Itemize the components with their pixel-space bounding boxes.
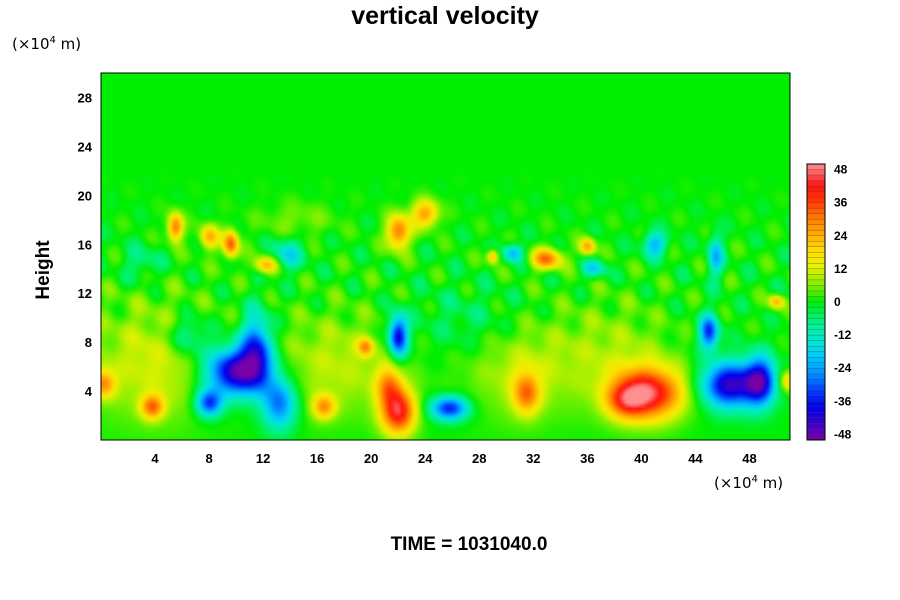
colorbar-segment [806, 346, 826, 353]
colorbar-segment [806, 163, 826, 170]
colorbar-segment [806, 235, 826, 242]
colorbar-segment [806, 301, 826, 308]
heatmap-image [101, 73, 790, 440]
colorbar-segment [806, 401, 826, 408]
x-tick-label: 36 [580, 451, 594, 466]
plot-frame [100, 72, 791, 441]
colorbar-segment [806, 417, 826, 424]
y-axis-unit: (×104 m) [12, 35, 81, 53]
colorbar-segment [806, 169, 826, 176]
colorbar-segment [806, 191, 826, 198]
colorbar-segment [806, 252, 826, 259]
colorbar-segment [806, 274, 826, 281]
x-tick-label: 40 [634, 451, 648, 466]
colorbar-tick-label: 0 [834, 295, 841, 309]
colorbar-tick-label: 36 [834, 196, 848, 210]
x-axis-unit: (×104 m) [714, 474, 783, 492]
colorbar-segment [806, 219, 826, 226]
colorbar-frame [806, 163, 826, 441]
x-axis-ticks: 4 8 12 16 20 24 28 32 36 40 44 48 [151, 451, 756, 466]
colorbar-segment [806, 285, 826, 292]
colorbar-segment [806, 318, 826, 325]
colorbar-segment [806, 208, 826, 215]
colorbar [806, 163, 826, 441]
colorbar-segment [806, 180, 826, 187]
y-axis-label: Height [33, 240, 54, 300]
colorbar-segment [806, 428, 826, 435]
colorbar-segment [806, 368, 826, 375]
colorbar-segment [806, 373, 826, 380]
colorbar-segment [806, 323, 826, 330]
colorbar-tick-label: -36 [834, 394, 852, 408]
y-tick-label: 28 [78, 90, 92, 105]
colorbar-ticks: 48 36 24 12 0 -12 -24 -36 -48 [834, 163, 852, 442]
colorbar-tick-label: -12 [834, 328, 852, 342]
colorbar-segment [806, 257, 826, 264]
x-tick-label: 12 [256, 451, 270, 466]
colorbar-segment [806, 329, 826, 336]
colorbar-segment [806, 423, 826, 430]
x-tick-label: 16 [310, 451, 324, 466]
colorbar-segment [806, 263, 826, 270]
x-tick-label: 28 [472, 451, 486, 466]
colorbar-segment [806, 412, 826, 419]
colorbar-segment [806, 202, 826, 209]
colorbar-segment [806, 268, 826, 275]
heatmap-field [101, 73, 790, 440]
chart-title: vertical velocity [351, 2, 539, 30]
colorbar-segment [806, 196, 826, 203]
colorbar-segment [806, 246, 826, 253]
colorbar-segment [806, 241, 826, 248]
x-tick-label: 4 [151, 451, 159, 466]
y-tick-label: 4 [85, 384, 93, 399]
colorbar-segment [806, 334, 826, 341]
colorbar-segment [806, 406, 826, 413]
y-tick-label: 24 [78, 139, 93, 154]
colorbar-segment [806, 174, 826, 181]
y-tick-label: 8 [85, 335, 92, 350]
colorbar-segment [806, 384, 826, 391]
y-tick-label: 20 [78, 188, 92, 203]
colorbar-tick-label: 48 [834, 163, 848, 177]
x-tick-label: 44 [688, 451, 703, 466]
colorbar-segment [806, 312, 826, 319]
colorbar-segment [806, 357, 826, 364]
colorbar-segment [806, 434, 826, 441]
colorbar-tick-label: -48 [834, 427, 852, 441]
colorbar-segment [806, 307, 826, 314]
y-tick-label: 12 [78, 286, 92, 301]
colorbar-segment [806, 351, 826, 358]
colorbar-tick-label: -24 [834, 361, 852, 375]
x-tick-label: 32 [526, 451, 540, 466]
colorbar-segment [806, 224, 826, 231]
x-tick-label: 8 [205, 451, 212, 466]
colorbar-tick-label: 12 [834, 262, 848, 276]
x-tick-label: 48 [742, 451, 756, 466]
y-axis-ticks: 4 8 12 16 20 24 28 [78, 90, 93, 399]
colorbar-segment [806, 340, 826, 347]
x-tick-label: 20 [364, 451, 378, 466]
colorbar-segment [806, 230, 826, 237]
colorbar-segment [806, 290, 826, 297]
y-tick-label: 16 [78, 237, 92, 252]
colorbar-segment [806, 185, 826, 192]
colorbar-tick-label: 24 [834, 229, 848, 243]
colorbar-segment [806, 379, 826, 386]
colorbar-segment [806, 213, 826, 220]
x-tick-label: 24 [418, 451, 433, 466]
colorbar-segment [806, 362, 826, 369]
colorbar-segment [806, 390, 826, 397]
colorbar-segment [806, 395, 826, 402]
time-label: TIME = 1031040.0 [391, 534, 548, 555]
colorbar-segment [806, 296, 826, 303]
colorbar-segment [806, 279, 826, 286]
